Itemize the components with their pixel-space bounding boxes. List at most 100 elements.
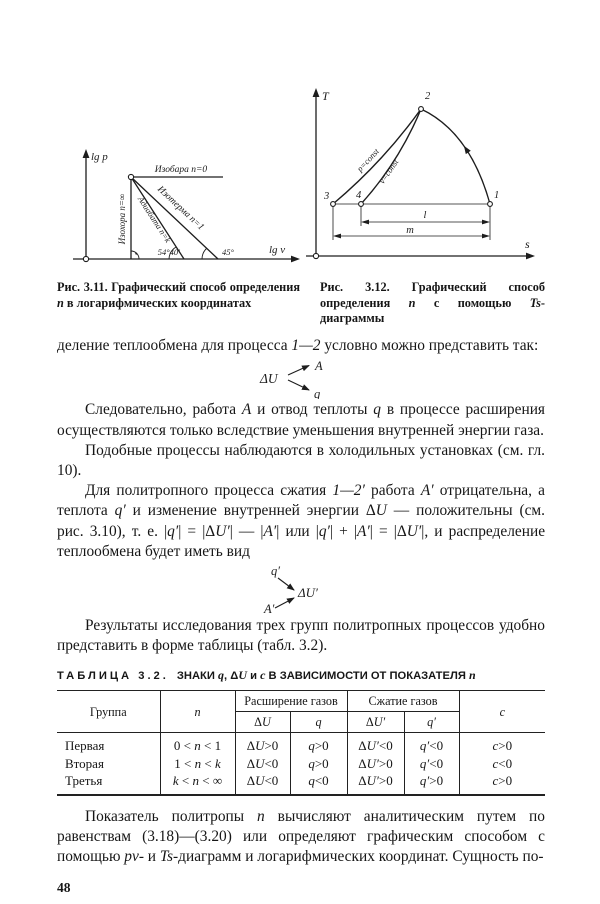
- heat-label: q′: [271, 564, 280, 578]
- p-const-label: p=const: [354, 146, 381, 174]
- col-header-expansion: Расширение газов: [234, 690, 348, 713]
- page-number: 48: [57, 880, 71, 896]
- x-axis-arrow: [526, 252, 535, 260]
- heat-scheme-expansion: ΔU A q: [57, 357, 545, 399]
- x-axis-label: s: [525, 237, 530, 251]
- body-text-after-table: Показатель политропы n вычисляют аналити…: [57, 807, 545, 868]
- x-axis-label: lg v: [269, 244, 285, 256]
- point-4-label: 4: [356, 190, 362, 201]
- col-header-group: Группа: [57, 690, 160, 734]
- point-2-node: [418, 106, 424, 112]
- p-const-curve: [332, 108, 422, 205]
- point-3-label: 3: [323, 191, 329, 202]
- table-cell: q′<0: [403, 754, 460, 773]
- heat-label: q: [314, 387, 320, 399]
- fig312-curves: [332, 108, 491, 205]
- arrow-heat-to-du: [277, 577, 295, 591]
- y-axis-arrow: [312, 88, 320, 97]
- y-axis-label: T: [322, 89, 330, 103]
- fig312-arrowheads: [312, 88, 535, 260]
- body-text: деление теплообмена для процесса 1—2 усл…: [57, 336, 545, 656]
- right-angle-dot: [135, 252, 138, 255]
- dim-m-label: m: [406, 225, 414, 236]
- angle-adiabat-label: 54°40′: [158, 247, 180, 257]
- angle-arc-isotherm: [201, 248, 207, 260]
- figure-3-11-caption: Рис. 3.11. Графический способ определени…: [57, 280, 300, 310]
- point-1-label: 1: [494, 190, 499, 201]
- table-cell: q>0: [289, 754, 348, 773]
- adiabat-line: [130, 176, 185, 260]
- table-cell: 1 < n < k: [159, 754, 235, 773]
- work-label: A: [314, 359, 323, 373]
- table-cell: ΔU′<0: [346, 732, 405, 755]
- figures-row: lg p lg v Изобара n=0 Изохора n=∞ Изотер…: [0, 0, 600, 274]
- table-cell: Третья: [65, 773, 103, 789]
- point-3-node: [330, 201, 336, 207]
- delta-u-label: ΔU: [259, 371, 279, 386]
- angle-arc-adiabat: [168, 246, 177, 260]
- table-cell: Первая: [65, 738, 105, 754]
- work-label: A′: [263, 602, 275, 615]
- dim-l-arrow-right: [482, 219, 490, 225]
- col-header-du: ΔU: [234, 711, 290, 734]
- table-cell: ΔU>0: [234, 732, 290, 755]
- origin-node: [82, 255, 90, 263]
- dim-l-label: l: [424, 210, 427, 221]
- captions-row: Рис. 3.11. Графический способ определени…: [57, 280, 545, 327]
- col-header-c: c: [458, 690, 546, 734]
- heat-scheme-expansion-svg: ΔU A q: [259, 359, 323, 399]
- v-const-label: v=const: [377, 157, 401, 186]
- paragraph-6: Показатель политропы n вычисляют аналити…: [57, 807, 545, 865]
- table-cell: k < n < ∞: [159, 772, 235, 795]
- angle-isotherm-label: 45°: [222, 247, 235, 257]
- process-1-2-curve: [420, 108, 491, 205]
- paragraph-2: Следовательно, работа A и отвод теплоты …: [57, 401, 546, 439]
- table-cell: Вторая: [65, 755, 104, 771]
- col-header-compression: Сжатие газов: [346, 690, 460, 713]
- table-row: Первая 0 < n < 1 ΔU>0 q>0 ΔU′<0 q′<0 c>0: [57, 732, 546, 755]
- col-header-q: q: [289, 711, 348, 734]
- delta-u-label: ΔU′: [297, 585, 318, 600]
- dim-m-arrow-left: [333, 233, 341, 239]
- table-cell: q′<0: [403, 732, 460, 755]
- heat-scheme-compression: q′ ΔU′ A′: [57, 563, 545, 615]
- x-axis-arrow: [291, 255, 300, 263]
- heat-scheme-compression-svg: q′ ΔU′ A′: [263, 564, 318, 615]
- table-3-2-title: ТАБЛИЦА 3.2. ЗНАКИ q, ΔU и c В ЗАВИСИМОСТ…: [57, 668, 476, 683]
- isotherm-line: [130, 176, 219, 260]
- table-cell: c>0: [458, 772, 546, 795]
- col-header-q-prime: q′: [403, 711, 460, 734]
- point-2-label: 2: [425, 91, 431, 102]
- fig312-nodes: [312, 106, 493, 260]
- y-axis-arrow: [82, 149, 90, 158]
- point-4-node: [358, 201, 364, 207]
- table-cell: c<0: [458, 754, 546, 773]
- right-angle-arc: [130, 250, 140, 260]
- table-cell: ΔU′>0: [346, 754, 405, 773]
- figure-3-12: T s 2 3 4 1 p=const v=const l m: [306, 88, 535, 260]
- arrow-work-to-du: [274, 597, 295, 609]
- dim-l-arrow-left: [361, 219, 369, 225]
- paragraph-5: Результаты исследования трех групп полит…: [57, 616, 545, 655]
- arrow-to-heat: [287, 379, 310, 391]
- flow-arrow: [463, 145, 471, 155]
- paragraph-4: Для политропного процесса сжатия 1—2′ ра…: [57, 482, 546, 560]
- point-1-node: [487, 201, 493, 207]
- y-axis-label: lg p: [91, 151, 108, 163]
- arrow-to-work: [287, 365, 310, 376]
- figure-3-11: lg p lg v Изобара n=0 Изохора n=∞ Изотер…: [73, 149, 300, 263]
- v-const-curve: [360, 108, 422, 205]
- paragraph-3: Подобные процессы наблюдаются в холодиль…: [57, 441, 545, 479]
- isochore-label: Изохора n=∞: [117, 194, 127, 246]
- table-body: Первая 0 < n < 1 ΔU>0 q>0 ΔU′<0 q′<0 c>0…: [57, 732, 546, 795]
- table-cell: q<0: [289, 772, 348, 795]
- table-row: Третья k < n < ∞ ΔU<0 q<0 ΔU′>0 q′>0 c>0: [57, 772, 546, 795]
- table-cell: 0 < n < 1: [159, 732, 235, 755]
- fig312-axes: [306, 93, 529, 259]
- table-3-2: Группа n Расширение газов Сжатие газов c…: [57, 690, 546, 796]
- table-cell: c>0: [458, 732, 546, 755]
- table-cell: ΔU<0: [234, 754, 290, 773]
- table-header: Группа n Расширение газов Сжатие газов c…: [57, 690, 546, 734]
- table-cell: ΔU<0: [234, 772, 290, 795]
